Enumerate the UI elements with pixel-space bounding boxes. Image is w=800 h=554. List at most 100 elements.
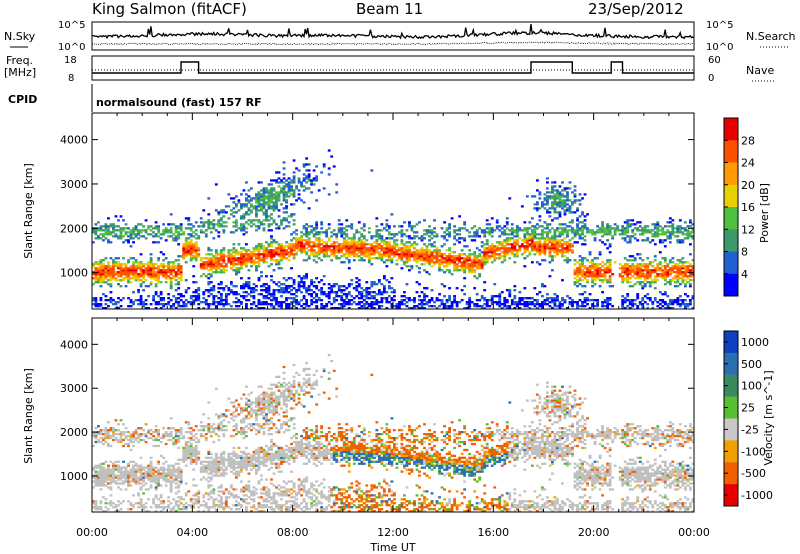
power-cell xyxy=(212,265,216,268)
power-cell xyxy=(608,297,612,300)
power-cell xyxy=(285,249,288,252)
power-cell xyxy=(623,237,627,240)
power-cell xyxy=(608,267,612,270)
power-cell xyxy=(239,247,243,250)
velocity-cell xyxy=(129,484,133,487)
power-cell xyxy=(227,303,231,306)
power-cell xyxy=(578,237,582,240)
velocity-cell xyxy=(104,476,108,479)
power-cell xyxy=(290,277,293,280)
power-cell xyxy=(548,253,552,256)
power-cell xyxy=(498,301,502,304)
power-cell xyxy=(551,191,554,194)
power-cell xyxy=(177,283,181,286)
power-cell xyxy=(109,257,113,260)
power-cell xyxy=(653,233,657,236)
power-cell xyxy=(307,305,311,308)
power-cell xyxy=(127,227,130,230)
power-cell xyxy=(586,281,589,284)
power-cell xyxy=(242,229,246,232)
power-cell xyxy=(350,253,354,256)
power-cell xyxy=(337,303,341,306)
power-cell xyxy=(375,249,379,252)
power-cell xyxy=(573,211,577,214)
power-cell xyxy=(242,223,246,226)
power-cell xyxy=(382,227,386,230)
power-cell xyxy=(275,193,278,196)
power-cell xyxy=(127,261,130,264)
power-cell xyxy=(525,233,529,236)
power-cell xyxy=(337,229,341,232)
power-cell xyxy=(515,225,519,228)
power-cell xyxy=(450,305,454,308)
power-cell xyxy=(591,261,594,264)
power-cell xyxy=(691,229,695,232)
power-cell xyxy=(335,249,339,252)
power-cell xyxy=(219,259,223,262)
power-cell xyxy=(403,261,406,264)
power-cell xyxy=(490,297,494,300)
power-cell xyxy=(107,275,110,278)
power-cell xyxy=(122,297,125,300)
power-cell xyxy=(485,299,489,302)
power-cell xyxy=(300,299,303,302)
power-cell xyxy=(245,243,248,246)
power-cell xyxy=(332,229,336,232)
power-cell xyxy=(448,249,451,252)
power-cell xyxy=(658,291,662,294)
power-cell xyxy=(621,231,625,234)
power-cell xyxy=(257,225,261,228)
power-cell xyxy=(172,275,176,278)
power-cell xyxy=(237,293,241,296)
power-cell xyxy=(365,243,369,246)
power-cell xyxy=(608,275,612,278)
power-cell xyxy=(418,257,421,260)
power-cell xyxy=(648,261,652,264)
power-cell xyxy=(671,227,675,230)
power-cell xyxy=(332,301,336,304)
power-cell xyxy=(681,227,685,230)
power-cell xyxy=(102,281,105,284)
power-cell xyxy=(124,285,128,288)
power-cell xyxy=(415,255,419,258)
power-cell xyxy=(297,285,301,288)
power-cell xyxy=(232,291,236,294)
power-cell xyxy=(280,247,283,250)
power-cell xyxy=(147,233,150,236)
power-cell xyxy=(450,261,454,264)
power-cell xyxy=(217,219,221,222)
power-cell xyxy=(636,271,640,274)
power-cell xyxy=(257,209,261,212)
power-cell xyxy=(99,227,103,230)
power-cell xyxy=(350,237,354,240)
power-cell xyxy=(453,295,457,298)
power-cell xyxy=(420,301,424,304)
power-cell xyxy=(242,259,246,262)
power-cell xyxy=(330,307,334,310)
power-cell xyxy=(663,239,667,242)
power-cell xyxy=(523,297,527,300)
power-cell xyxy=(418,283,421,286)
power-cell xyxy=(315,243,319,246)
power-cell xyxy=(107,229,110,232)
power-cell xyxy=(387,257,391,260)
power-cell xyxy=(533,207,537,210)
power-cell xyxy=(250,265,253,268)
power-cell xyxy=(207,291,211,294)
power-cell xyxy=(187,301,191,304)
power-cell xyxy=(142,289,145,292)
power-cell xyxy=(513,235,517,238)
power-cell xyxy=(628,285,632,288)
power-cell xyxy=(262,197,266,200)
power-cell xyxy=(137,291,140,294)
power-cell xyxy=(102,229,105,232)
power-cell xyxy=(468,259,472,262)
power-cell xyxy=(533,227,537,230)
power-cell xyxy=(528,253,532,256)
power-cell xyxy=(149,263,153,266)
power-cell xyxy=(525,301,529,304)
power-cell xyxy=(387,243,391,246)
power-cell xyxy=(583,223,587,226)
power-cell xyxy=(633,257,637,260)
